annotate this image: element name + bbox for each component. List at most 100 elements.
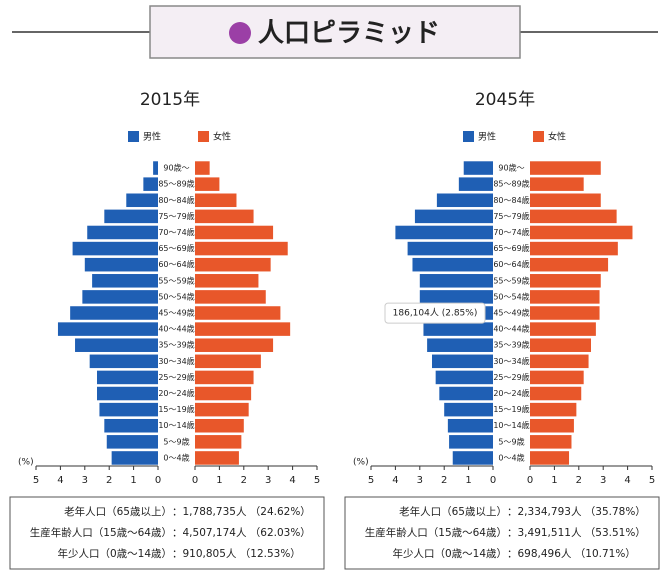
summary-label: 年少人口（0歳～14歳） [57, 547, 172, 560]
x-tick-label: 5 [33, 475, 39, 486]
x-tick-label: 1 [551, 475, 557, 486]
summary-value: ：3,491,511人 （53.51%） [507, 527, 646, 539]
bar [195, 451, 239, 465]
x-tick-label: 3 [82, 475, 88, 486]
category-label: 40～44歳 [493, 324, 529, 334]
bar [143, 177, 158, 191]
bar [99, 402, 158, 417]
x-tick-label: 5 [314, 475, 320, 486]
tooltip: 186,104人 (2.85%) [393, 308, 478, 319]
bar [530, 241, 618, 256]
bar [195, 418, 244, 433]
category-label: 90歳～ [498, 163, 524, 173]
bar [72, 241, 158, 256]
category-label: 50～54歳 [158, 291, 194, 301]
bar [57, 322, 158, 336]
bar [419, 274, 493, 288]
category-label: 60～64歳 [158, 259, 194, 269]
x-tick-label: 2 [576, 475, 582, 486]
bar [195, 338, 274, 352]
summary-label: 生産年齢人口（15歳～64歳） [30, 526, 172, 539]
bar [195, 225, 274, 240]
bar [195, 402, 249, 417]
bar [195, 241, 288, 256]
category-label: 10～14歳 [493, 420, 529, 430]
header-icon [229, 22, 251, 44]
category-label: 5～9歳 [163, 436, 189, 446]
summary-value: ：2,334,793人 （35.78%） [507, 506, 646, 518]
bar [195, 354, 261, 369]
category-label: 0～4歳 [163, 452, 189, 462]
bar [530, 225, 633, 240]
header-box [149, 5, 521, 59]
bar [195, 306, 281, 320]
summary-value: ：910,805人 （12.53%） [172, 548, 301, 560]
category-label: 0～4歳 [498, 452, 524, 462]
legend-label: 男性 [478, 131, 496, 143]
bar [92, 274, 158, 288]
bar [153, 161, 158, 175]
x-tick-label: 4 [57, 475, 63, 486]
summary-label: 年少人口（0歳～14歳） [392, 547, 507, 560]
x-tick-label: 3 [265, 475, 271, 486]
bar [104, 418, 158, 433]
bar [530, 290, 600, 304]
bar [89, 354, 158, 369]
bar [530, 354, 589, 369]
category-label: 70～74歳 [158, 227, 194, 237]
bar [195, 370, 254, 385]
category-label: 90歳～ [163, 163, 189, 173]
bar [530, 402, 577, 417]
bar [111, 451, 158, 465]
bar [195, 290, 266, 304]
bar [195, 257, 271, 272]
bar [530, 306, 600, 320]
x-tick-label: 1 [216, 475, 222, 486]
category-label: 75～79歳 [493, 211, 529, 221]
bar [530, 370, 584, 385]
x-tick-label: 0 [527, 475, 533, 486]
legend-label: 女性 [213, 131, 231, 143]
bar [195, 193, 237, 208]
bar [407, 241, 493, 256]
legend-swatch [198, 131, 209, 142]
x-tick-label: 4 [289, 475, 295, 486]
summary-label: 生産年齢人口（15歳～64歳） [365, 526, 507, 539]
bar [97, 386, 158, 401]
bar [463, 161, 493, 175]
bar [195, 274, 259, 288]
bar [435, 370, 493, 385]
category-label: 70～74歳 [493, 227, 529, 237]
legend-swatch [128, 131, 139, 142]
bar [104, 209, 158, 224]
bar [427, 338, 493, 352]
category-label: 85～89歳 [493, 179, 529, 189]
x-tick-label: 0 [192, 475, 198, 486]
summary-label: 老年人口（65歳以上） [399, 505, 507, 518]
category-label: 30～34歳 [493, 356, 529, 366]
x-tick-label: 2 [241, 475, 247, 486]
bar [530, 435, 572, 449]
bar [395, 225, 493, 240]
bar [97, 370, 158, 385]
tooltip-box [384, 302, 486, 324]
bar [195, 322, 291, 336]
summary-value: ：698,496人 （10.71%） [507, 548, 636, 560]
summary-value: ：4,507,174人 （62.03%） [172, 527, 311, 539]
category-label: 15～19歳 [158, 404, 194, 414]
bar [439, 386, 493, 401]
summary-box [9, 496, 325, 570]
x-tick-label: 3 [417, 475, 423, 486]
bar [195, 209, 254, 224]
bar [530, 161, 601, 175]
bar [530, 451, 570, 465]
bar [530, 338, 591, 352]
bar [195, 386, 252, 401]
bar [412, 257, 493, 272]
x-tick-label: 0 [155, 475, 161, 486]
bar [195, 435, 242, 449]
bar [423, 322, 493, 336]
category-label: 5～9歳 [498, 436, 524, 446]
legend-label: 女性 [548, 131, 566, 143]
